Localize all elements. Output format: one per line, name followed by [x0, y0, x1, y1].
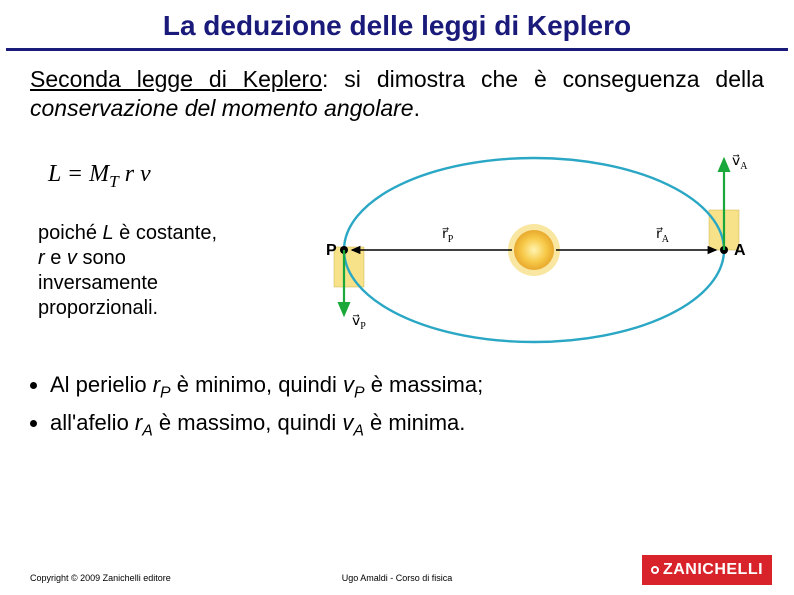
- publisher-logo: ZANICHELLI: [642, 555, 772, 585]
- course-name: Ugo Amaldi - Corso di fisica: [342, 573, 453, 583]
- footer: Copyright © 2009 Zanichelli editore Ugo …: [0, 555, 794, 583]
- intro-paragraph: Seconda legge di Keplero: si dimostra ch…: [30, 65, 764, 123]
- slide: La deduzione delle leggi di Keplero Seco…: [0, 0, 794, 595]
- bullet-1: Al perielio rP è minimo, quindi vP è mas…: [50, 371, 764, 404]
- orbit-svg: r⃗P r⃗A P A v⃗P v⃗A: [294, 135, 764, 365]
- formula: L = MT r v: [48, 161, 294, 192]
- slide-title: La deduzione delle leggi di Keplero: [6, 0, 788, 51]
- para-emph: conservazione del momento angolare: [30, 95, 414, 121]
- rect-p: [334, 247, 364, 287]
- law-name: Seconda legge di Keplero: [30, 66, 322, 92]
- left-column: L = MT r v poiché L è costante, r e v so…: [30, 135, 294, 365]
- bullet-2: all'afelio rA è massimo, quindi vA è min…: [50, 409, 764, 442]
- mid-row: L = MT r v poiché L è costante, r e v so…: [30, 135, 764, 365]
- label-p: P: [326, 242, 337, 259]
- slide-body: Seconda legge di Keplero: si dimostra ch…: [0, 65, 794, 442]
- para-end: .: [414, 95, 420, 121]
- copyright: Copyright © 2009 Zanichelli editore: [30, 573, 171, 583]
- label-vp: v⃗P: [352, 314, 366, 332]
- label-a: A: [734, 242, 746, 259]
- orbit-diagram: r⃗P r⃗A P A v⃗P v⃗A: [294, 135, 764, 365]
- para-rest: : si dimostra che è conseguenza della: [322, 66, 764, 92]
- bullet-list: Al perielio rP è minimo, quindi vP è mas…: [30, 371, 764, 443]
- label-ra: r⃗A: [656, 227, 670, 245]
- sun: [514, 230, 554, 270]
- note: poiché L è costante, r e v sono inversam…: [30, 221, 294, 321]
- logo-dot-icon: [651, 566, 659, 574]
- label-va: v⃗A: [732, 154, 748, 172]
- label-rp: r⃗P: [442, 227, 454, 245]
